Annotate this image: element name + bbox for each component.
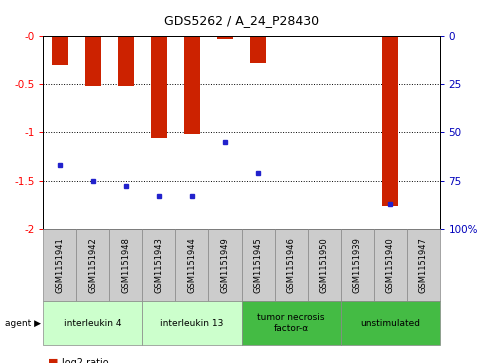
- Bar: [250, 36, 266, 63]
- Text: GSM1151947: GSM1151947: [419, 237, 427, 293]
- Text: GSM1151940: GSM1151940: [385, 237, 395, 293]
- Text: tumor necrosis
factor-α: tumor necrosis factor-α: [257, 313, 325, 333]
- Text: GSM1151945: GSM1151945: [254, 237, 262, 293]
- Text: GSM1151946: GSM1151946: [286, 237, 296, 293]
- Text: GSM1151943: GSM1151943: [155, 237, 163, 293]
- Bar: [85, 36, 101, 86]
- Text: ■: ■: [48, 358, 59, 363]
- Text: unstimulated: unstimulated: [360, 319, 420, 327]
- Text: GSM1151942: GSM1151942: [88, 237, 98, 293]
- Bar: [217, 36, 233, 39]
- Text: interleukin 13: interleukin 13: [160, 319, 224, 327]
- Text: GSM1151941: GSM1151941: [56, 237, 64, 293]
- Text: log2 ratio: log2 ratio: [62, 358, 109, 363]
- Text: GDS5262 / A_24_P28430: GDS5262 / A_24_P28430: [164, 15, 319, 28]
- Bar: [118, 36, 134, 86]
- Bar: [382, 36, 398, 205]
- Bar: [184, 36, 200, 134]
- Text: GSM1151939: GSM1151939: [353, 237, 361, 293]
- Bar: [52, 36, 68, 65]
- Text: agent ▶: agent ▶: [5, 319, 41, 327]
- Text: GSM1151949: GSM1151949: [221, 237, 229, 293]
- Bar: [151, 36, 167, 138]
- Text: GSM1151948: GSM1151948: [122, 237, 130, 293]
- Text: GSM1151950: GSM1151950: [320, 237, 328, 293]
- Text: interleukin 4: interleukin 4: [64, 319, 122, 327]
- Text: GSM1151944: GSM1151944: [187, 237, 197, 293]
